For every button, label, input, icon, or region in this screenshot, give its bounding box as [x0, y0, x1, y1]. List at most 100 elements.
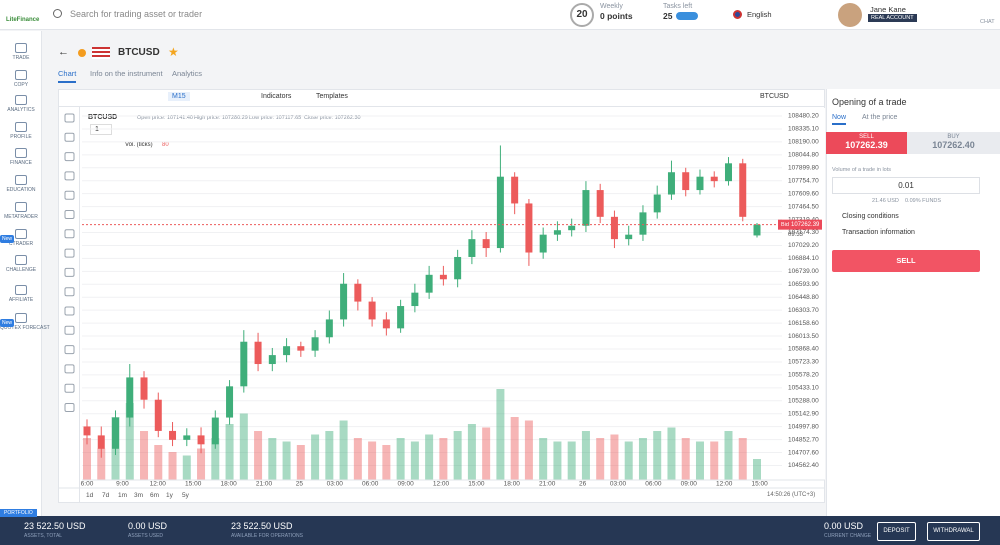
symbol: BTCUSD [118, 47, 160, 58]
sidebar-icon [15, 95, 27, 105]
range-button[interactable]: 1y [166, 492, 173, 499]
logo[interactable]: LiteFinance [6, 17, 40, 23]
volume-input[interactable]: 0.01 [832, 177, 980, 194]
sidebar-item[interactable]: QUOTEX FORECAST [0, 313, 50, 331]
sidebar-item[interactable]: TRADE [0, 43, 42, 61]
sell-button[interactable]: SELL [832, 250, 980, 272]
level-badge[interactable]: 20 [570, 3, 594, 27]
candle-body [340, 283, 348, 320]
y-tick-label: 107754.70 [788, 177, 819, 184]
withdrawal-button[interactable]: WITHDRAWAL [927, 522, 980, 541]
sidebar-icon [15, 202, 27, 212]
drawing-tool [64, 345, 75, 355]
volume-bar [410, 441, 419, 480]
volume-bar [282, 441, 291, 480]
drawing-tool [64, 306, 75, 316]
sidebar-item[interactable]: ANALYTICS [0, 95, 42, 113]
range-button[interactable]: 7d [102, 492, 110, 499]
toolbar-symbol[interactable]: BTCUSD [760, 93, 789, 100]
volume-bar [339, 420, 348, 480]
drawing-tool [64, 210, 75, 219]
candle-body [496, 176, 504, 249]
volume-bar [168, 452, 177, 480]
sidebar-label: FINANCE [10, 160, 32, 166]
back-arrow[interactable]: ← [58, 46, 69, 58]
portfolio-tab[interactable]: PORTFOLIO [0, 509, 37, 517]
deposit-button[interactable]: DEPOSIT [877, 522, 916, 541]
language[interactable]: English [747, 10, 772, 19]
range-button[interactable]: 6m [150, 492, 160, 499]
range-button[interactable]: 1m [118, 492, 128, 499]
candle-body [97, 435, 105, 449]
candle-body [354, 283, 362, 302]
sidebar-item[interactable]: METATRADER [0, 202, 42, 220]
sidebar-item[interactable]: COPY [0, 70, 42, 88]
volume-bar [496, 389, 505, 480]
search-input[interactable]: Search for trading asset or trader [70, 9, 203, 19]
volume-bar [425, 434, 434, 480]
range-button[interactable]: 5y [182, 492, 189, 499]
transaction-info[interactable]: Transaction information [842, 229, 915, 236]
total: 23 522.50 USD [24, 521, 86, 531]
volume-bar [211, 438, 220, 480]
x-tick-label: 09:00 [397, 481, 414, 488]
x-tick-label: 6:00 [81, 481, 94, 488]
sidebar-item[interactable]: EDUCATION [0, 175, 42, 193]
candle-body [83, 426, 91, 436]
tasks-label: Tasks left [663, 3, 693, 10]
funds: 0.09% FUNDS [905, 198, 942, 204]
avatar[interactable] [838, 3, 862, 27]
volume-bar [254, 431, 263, 480]
search-icon [53, 9, 62, 18]
cost: 21.46 USD [872, 198, 899, 204]
x-tick-label: 03:00 [610, 481, 627, 488]
sidebar-icon [15, 43, 27, 53]
y-tick-label: 107609.60 [788, 190, 819, 197]
x-tick-label: 12:00 [150, 481, 167, 488]
sidebar-item[interactable]: FINANCE [0, 148, 42, 166]
flag-uk [733, 10, 742, 19]
sidebar-label: EDUCATION [6, 187, 36, 193]
tab-chart[interactable]: Chart [58, 69, 77, 83]
range-button[interactable]: 3m [134, 492, 144, 499]
range-button[interactable]: 1d [86, 492, 94, 499]
candle-body [511, 176, 519, 204]
multiplier[interactable]: 1 [90, 124, 112, 135]
volume-bar [638, 438, 647, 480]
timeframe[interactable]: M15 [168, 92, 190, 101]
buy-price: 107262.40 [932, 140, 975, 150]
candle-body [525, 203, 533, 253]
y-tick-label: 104707.60 [788, 449, 819, 456]
candle-body [610, 216, 618, 240]
volume-bar [553, 441, 562, 480]
tab-analytics[interactable]: Analytics [172, 69, 203, 78]
sidebar-item[interactable]: AFFILIATE [0, 285, 42, 303]
tab-at-price[interactable]: At the price [862, 114, 898, 121]
left-toolbar [58, 107, 80, 503]
volume-bar [624, 441, 633, 480]
chart-toolbar [58, 89, 825, 107]
volume-bar [353, 438, 362, 480]
legend-close: Close price: 107262.30 [304, 115, 361, 121]
sidebar-item[interactable]: CTRADER [0, 229, 42, 247]
buy-box[interactable]: BUY 107262.40 [907, 132, 1000, 154]
candle-body [154, 399, 162, 431]
favorite-star[interactable]: ★ [168, 45, 179, 59]
volume-bar [125, 403, 134, 480]
sidebar-item[interactable]: PROFILE [0, 122, 42, 140]
total-label: ASSETS, TOTAL [24, 533, 63, 539]
drawing-tool [64, 403, 75, 412]
y-tick-label: 107464.50 [788, 203, 819, 210]
tab-now[interactable]: Now [832, 114, 847, 125]
chat[interactable]: CHAT [980, 19, 995, 25]
candle-body [568, 225, 576, 231]
candle-body [439, 274, 447, 280]
sell-box[interactable]: SELL 107262.39 [826, 132, 907, 154]
drawing-tool [64, 383, 75, 393]
candle-body [625, 234, 633, 240]
templates[interactable]: Templates [316, 93, 348, 100]
sidebar-item[interactable]: CHALLENGE [0, 255, 42, 273]
closing-conditions[interactable]: Closing conditions [842, 213, 899, 220]
indicators[interactable]: Indicators [261, 93, 292, 100]
tab-info[interactable]: Info on the instrument [90, 69, 163, 78]
